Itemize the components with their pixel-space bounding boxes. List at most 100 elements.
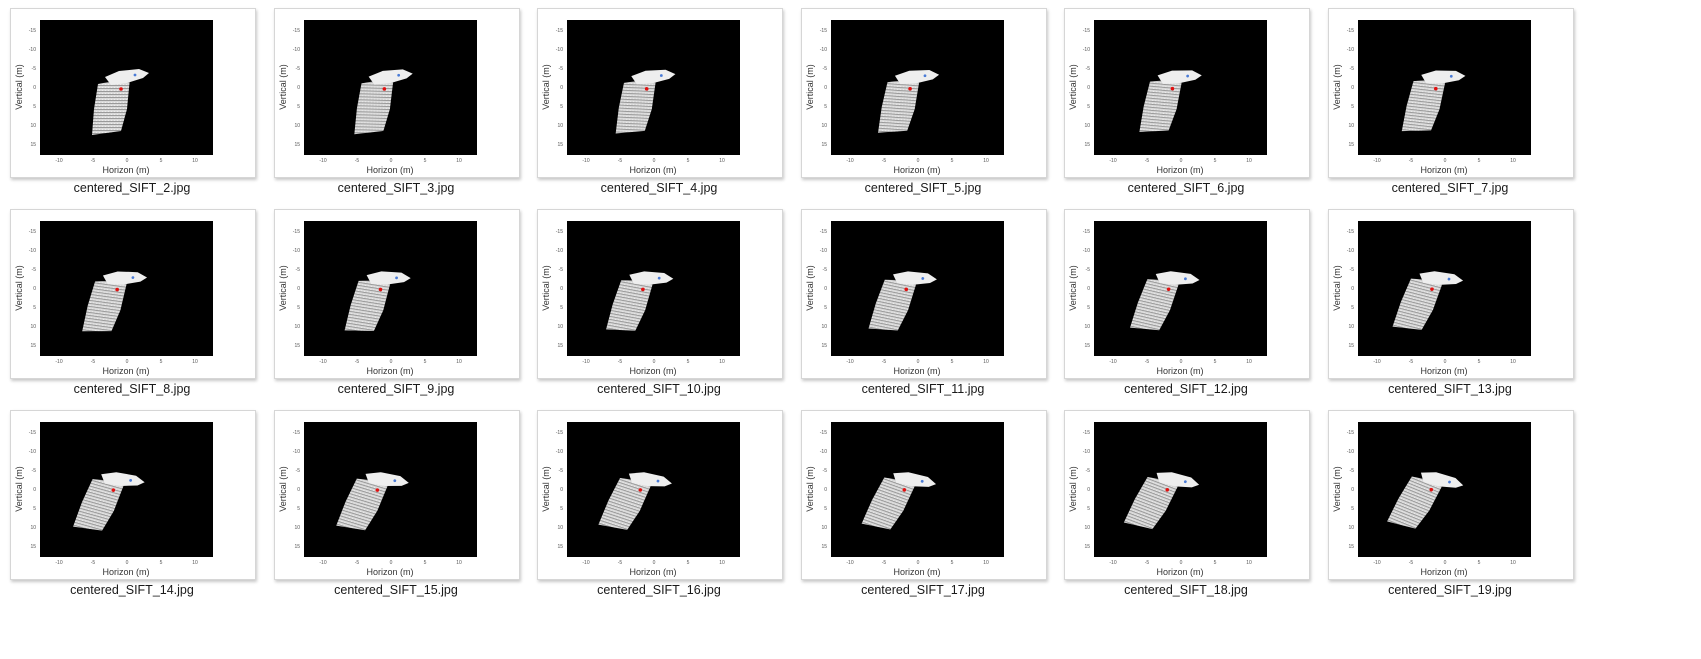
x-tick-label: 0 [917, 158, 920, 164]
y-tick-label: -5 [32, 267, 37, 273]
file-name[interactable]: centered_SIFT_8.jpg [73, 382, 191, 396]
x-tick-label: 0 [1180, 359, 1183, 365]
x-tick-label: 5 [1214, 560, 1217, 566]
file-item[interactable]: -15 -10 -5 0 5 10 15 -10 -5 0 5 10 Horizon (m) Vertic… [1054, 402, 1310, 602]
file-thumbnail[interactable]: -15 -10 -5 0 5 10 15 -10 -5 0 5 10 Horizon (m) Vertic… [801, 8, 1047, 178]
x-tick-label: -10 [846, 359, 853, 365]
file-name[interactable]: centered_SIFT_11.jpg [861, 382, 985, 396]
y-tick-label: 10 [821, 123, 827, 129]
file-thumbnail[interactable]: -15 -10 -5 0 5 10 15 -10 -5 0 5 10 Horizon (m) Vertic… [274, 209, 520, 379]
file-name[interactable]: centered_SIFT_10.jpg [597, 382, 721, 396]
file-name[interactable]: centered_SIFT_7.jpg [1391, 181, 1509, 195]
file-item[interactable]: -15 -10 -5 0 5 10 15 -10 -5 0 5 10 Horizon (m) Vertic… [264, 0, 520, 200]
file-thumbnail[interactable]: -15 -10 -5 0 5 10 15 -10 -5 0 5 10 Horizon (m) Vertic… [274, 410, 520, 580]
y-axis-label: Vertical (m) [14, 64, 24, 110]
y-axis-label: Vertical (m) [1068, 64, 1078, 110]
x-tick-label: -10 [1109, 158, 1116, 164]
file-item[interactable]: -15 -10 -5 0 5 10 15 -10 -5 0 5 10 Horizon (m) Vertic… [527, 201, 783, 401]
y-tick-label: 0 [33, 286, 36, 292]
file-item[interactable]: -15 -10 -5 0 5 10 15 -10 -5 0 5 10 Horizon (m) Vertic… [791, 0, 1047, 200]
file-name[interactable]: centered_SIFT_4.jpg [600, 181, 718, 195]
y-axis-label: Vertical (m) [278, 265, 288, 311]
file-thumbnail[interactable]: -15 -10 -5 0 5 10 15 -10 -5 0 5 10 Horizon (m) Vertic… [10, 410, 256, 580]
point-cloud-head [1420, 472, 1464, 488]
y-tick-label: -10 [556, 449, 563, 455]
x-tick-label: 10 [983, 158, 989, 164]
y-tick-label: 10 [30, 324, 36, 330]
file-name[interactable]: centered_SIFT_14.jpg [70, 583, 194, 597]
feature-point [1186, 74, 1190, 78]
file-name[interactable]: centered_SIFT_17.jpg [861, 583, 985, 597]
file-name[interactable]: centered_SIFT_9.jpg [337, 382, 455, 396]
y-axis-label: Vertical (m) [541, 64, 551, 110]
y-tick-label: -5 [1086, 468, 1091, 474]
y-tick-label: 5 [33, 305, 36, 311]
point-cloud [598, 478, 653, 530]
point-cloud [1401, 78, 1446, 132]
plot-area [40, 422, 213, 557]
file-item[interactable]: -15 -10 -5 0 5 10 15 -10 -5 0 5 10 Horizon (m) Vertic… [1054, 201, 1310, 401]
y-tick-label: -15 [29, 430, 36, 436]
x-tick-label: 10 [719, 560, 725, 566]
y-tick-label: 15 [294, 142, 300, 148]
y-tick-label: 15 [1348, 142, 1354, 148]
y-tick-label: -5 [823, 468, 828, 474]
y-tick-label: 0 [1351, 85, 1354, 91]
file-item[interactable]: -15 -10 -5 0 5 10 15 -10 -5 0 5 10 Horizon (m) Vertic… [1318, 0, 1574, 200]
file-name[interactable]: centered_SIFT_3.jpg [337, 181, 455, 195]
y-tick-label: -15 [556, 28, 563, 34]
file-name[interactable]: centered_SIFT_18.jpg [1124, 583, 1248, 597]
file-name[interactable]: centered_SIFT_13.jpg [1388, 382, 1512, 396]
point-cloud-head [368, 69, 413, 85]
file-thumbnail[interactable]: -15 -10 -5 0 5 10 15 -10 -5 0 5 10 Horizon (m) Vertic… [274, 8, 520, 178]
file-name[interactable]: centered_SIFT_5.jpg [864, 181, 982, 195]
file-name[interactable]: centered_SIFT_16.jpg [597, 583, 721, 597]
file-thumbnail[interactable]: -15 -10 -5 0 5 10 15 -10 -5 0 5 10 Horizon (m) Vertic… [537, 8, 783, 178]
file-name[interactable]: centered_SIFT_15.jpg [334, 583, 458, 597]
file-thumbnail[interactable]: -15 -10 -5 0 5 10 15 -10 -5 0 5 10 Horizon (m) Vertic… [801, 410, 1047, 580]
file-thumbnail[interactable]: -15 -10 -5 0 5 10 15 -10 -5 0 5 10 Horizon (m) Vertic… [1064, 410, 1310, 580]
file-thumbnail[interactable]: -15 -10 -5 0 5 10 15 -10 -5 0 5 10 Horizon (m) Vertic… [10, 8, 256, 178]
point-cloud [868, 279, 918, 331]
x-tick-label: 5 [1214, 359, 1217, 365]
x-axis-label: Horizon (m) [366, 366, 413, 376]
file-thumbnail[interactable]: -15 -10 -5 0 5 10 15 -10 -5 0 5 10 Horizon (m) Vertic… [1064, 209, 1310, 379]
y-axis-label: Vertical (m) [1068, 466, 1078, 512]
y-tick-label: 5 [560, 305, 563, 311]
file-thumbnail[interactable]: -15 -10 -5 0 5 10 15 -10 -5 0 5 10 Horizon (m) Vertic… [801, 209, 1047, 379]
file-item[interactable]: -15 -10 -5 0 5 10 15 -10 -5 0 5 10 Horizon (m) Vertic… [1054, 0, 1310, 200]
file-item[interactable]: -15 -10 -5 0 5 10 15 -10 -5 0 5 10 Horizon (m) Vertic… [527, 0, 783, 200]
file-thumbnail[interactable]: -15 -10 -5 0 5 10 15 -10 -5 0 5 10 Horizon (m) Vertic… [1328, 8, 1574, 178]
file-thumbnail[interactable]: -15 -10 -5 0 5 10 15 -10 -5 0 5 10 Horizon (m) Vertic… [1064, 8, 1310, 178]
plot-area [1358, 20, 1531, 155]
y-tick-label: 10 [1084, 123, 1090, 129]
file-name[interactable]: centered_SIFT_12.jpg [1124, 382, 1248, 396]
file-item[interactable]: -15 -10 -5 0 5 10 15 -10 -5 0 5 10 Horizon (m) Vertic… [0, 0, 256, 200]
file-name[interactable]: centered_SIFT_19.jpg [1388, 583, 1512, 597]
file-item[interactable]: -15 -10 -5 0 5 10 15 -10 -5 0 5 10 Horizon (m) Vertic… [264, 201, 520, 401]
file-name[interactable]: centered_SIFT_2.jpg [73, 181, 191, 195]
plot-area [1094, 422, 1267, 557]
y-tick-label: -15 [556, 430, 563, 436]
file-thumbnail[interactable]: -15 -10 -5 0 5 10 15 -10 -5 0 5 10 Horizon (m) Vertic… [537, 410, 783, 580]
file-thumbnail[interactable]: -15 -10 -5 0 5 10 15 -10 -5 0 5 10 Horizon (m) Vertic… [10, 209, 256, 379]
file-item[interactable]: -15 -10 -5 0 5 10 15 -10 -5 0 5 10 Horizon (m) Vertic… [0, 402, 256, 602]
file-thumbnail[interactable]: -15 -10 -5 0 5 10 15 -10 -5 0 5 10 Horizon (m) Vertic… [537, 209, 783, 379]
file-item[interactable]: -15 -10 -5 0 5 10 15 -10 -5 0 5 10 Horizon (m) Vertic… [0, 201, 256, 401]
plot-area [40, 221, 213, 356]
y-tick-label: 15 [1084, 544, 1090, 550]
file-item[interactable]: -15 -10 -5 0 5 10 15 -10 -5 0 5 10 Horizon (m) Vertic… [1318, 201, 1574, 401]
file-item[interactable]: -15 -10 -5 0 5 10 15 -10 -5 0 5 10 Horizon (m) Vertic… [527, 402, 783, 602]
point-cloud-head [893, 472, 937, 487]
plot-thumbnail: -15 -10 -5 0 5 10 15 -10 -5 0 5 10 Horizon (m) Vertic… [541, 221, 740, 376]
file-item[interactable]: -15 -10 -5 0 5 10 15 -10 -5 0 5 10 Horizon (m) Vertic… [791, 402, 1047, 602]
x-axis-label: Horizon (m) [1420, 165, 1467, 175]
file-thumbnail[interactable]: -15 -10 -5 0 5 10 15 -10 -5 0 5 10 Horizon (m) Vertic… [1328, 410, 1574, 580]
file-name[interactable]: centered_SIFT_6.jpg [1127, 181, 1245, 195]
feature-point [133, 73, 137, 77]
file-item[interactable]: -15 -10 -5 0 5 10 15 -10 -5 0 5 10 Horizon (m) Vertic… [1318, 402, 1574, 602]
center-marker [382, 87, 387, 91]
file-item[interactable]: -15 -10 -5 0 5 10 15 -10 -5 0 5 10 Horizon (m) Vertic… [791, 201, 1047, 401]
file-item[interactable]: -15 -10 -5 0 5 10 15 -10 -5 0 5 10 Horizon (m) Vertic… [264, 402, 520, 602]
file-thumbnail[interactable]: -15 -10 -5 0 5 10 15 -10 -5 0 5 10 Horizon (m) Vertic… [1328, 209, 1574, 379]
